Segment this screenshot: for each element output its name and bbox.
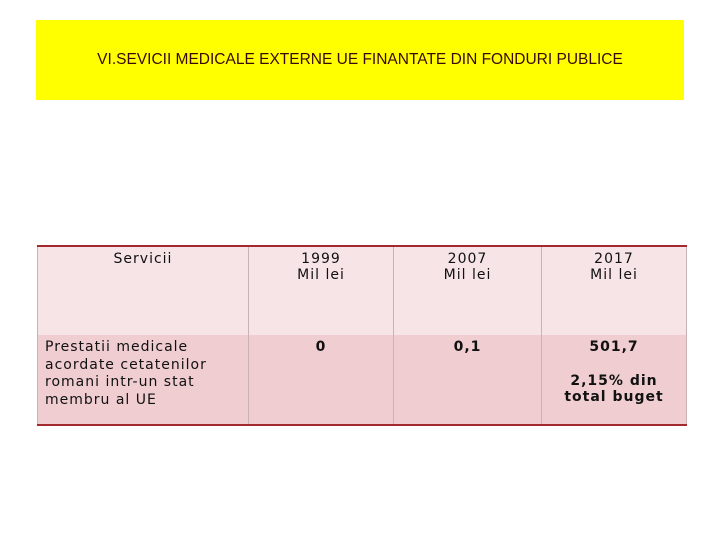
header-cell: Servicii [37, 246, 249, 335]
cell-line: 2,15% din [570, 373, 658, 389]
data-cell: Prestatii medicale acordate cetatenilor … [37, 335, 249, 425]
cell-line: membru al UE [45, 391, 157, 408]
title-banner: VI.SEVICII MEDICALE EXTERNE UE FINANTATE… [36, 20, 684, 100]
cell-line: Mil lei [297, 267, 345, 283]
cell-line: 1999 [301, 251, 341, 267]
cell-line: 2017 [594, 251, 634, 267]
data-cell: 0,1 [393, 335, 542, 425]
data-row: Prestatii medicale acordate cetatenilor … [37, 335, 687, 425]
cell-line: 0,1 [453, 339, 482, 355]
title: VI.SEVICII MEDICALE EXTERNE UE FINANTATE… [97, 51, 623, 68]
cell-line: Prestatii medicale [45, 339, 189, 355]
header-cell: 2007 Mil lei [393, 246, 542, 335]
cell-line: acordate cetatenilor [45, 356, 207, 373]
data-cell: 0 [248, 335, 394, 425]
cell-line: romani intr-un stat [45, 374, 195, 390]
cell-line: Servicii [113, 251, 173, 267]
data-cell: 501,7 2,15% din total buget [541, 335, 687, 425]
header-cell: 1999 Mil lei [248, 246, 394, 335]
cell-line: 2007 [447, 251, 488, 267]
cell-line: 0 [315, 339, 327, 355]
header-row: Servicii 1999 Mil lei 2007 Mil lei 2017 Mil… [37, 246, 687, 335]
header-cell: 2017 Mil lei [541, 246, 687, 335]
cell-line: Mil lei [590, 267, 638, 283]
cell-line: 501,7 [589, 339, 639, 355]
data-table: Servicii 1999 Mil lei 2007 Mil lei 2017 Mil… [37, 245, 687, 426]
cell-line: Mil lei [443, 267, 492, 283]
cell-line: total buget [564, 389, 664, 405]
